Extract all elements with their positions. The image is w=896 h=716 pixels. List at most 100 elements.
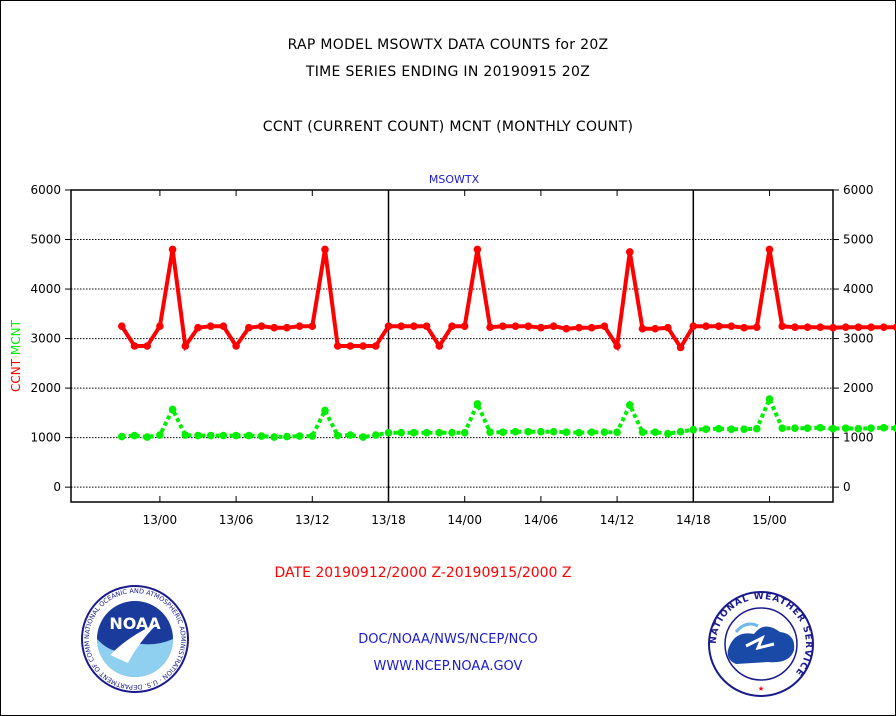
y-tick-label-right: 4000 bbox=[843, 282, 874, 296]
data-point-ccnt bbox=[130, 342, 139, 350]
data-point-mcnt bbox=[295, 432, 304, 440]
y-tick-label-left: 1000 bbox=[30, 431, 61, 445]
y-tick-label-right: 0 bbox=[843, 480, 851, 494]
data-point-ccnt bbox=[549, 322, 558, 331]
data-point-ccnt bbox=[562, 324, 571, 333]
data-point-mcnt bbox=[689, 425, 698, 434]
data-point-ccnt bbox=[740, 323, 748, 332]
noaa-logo-text: NOAA bbox=[109, 614, 161, 633]
y-tick-label-left: 4000 bbox=[30, 282, 61, 296]
data-point-mcnt bbox=[232, 431, 240, 440]
data-point-mcnt bbox=[587, 428, 596, 437]
data-point-mcnt bbox=[791, 424, 799, 433]
data-point-ccnt bbox=[791, 323, 799, 332]
data-point-mcnt bbox=[118, 432, 126, 441]
data-point-ccnt bbox=[194, 323, 202, 332]
chart-series bbox=[118, 245, 896, 441]
data-point-ccnt bbox=[829, 323, 837, 332]
data-point-mcnt bbox=[486, 428, 494, 437]
x-tick-label: 13/06 bbox=[219, 513, 254, 527]
data-point-mcnt bbox=[575, 428, 583, 437]
data-point-mcnt bbox=[283, 432, 291, 441]
y-axis-label-ccnt: CCNT bbox=[9, 355, 23, 392]
website-link[interactable]: WWW.NCEP.NOAA.GOV bbox=[373, 659, 523, 674]
data-point-ccnt bbox=[245, 323, 253, 332]
data-point-ccnt bbox=[575, 323, 583, 332]
data-point-mcnt bbox=[156, 431, 164, 439]
data-point-mcnt bbox=[778, 424, 786, 433]
data-point-mcnt bbox=[499, 428, 507, 437]
data-point-mcnt bbox=[384, 428, 393, 437]
y-tick-label-left: 2000 bbox=[30, 381, 61, 395]
data-point-ccnt bbox=[232, 342, 240, 350]
y-tick-label-left: 5000 bbox=[30, 233, 61, 247]
data-point-ccnt bbox=[803, 323, 812, 332]
data-point-ccnt bbox=[295, 322, 304, 331]
y-tick-label-right: 5000 bbox=[843, 233, 874, 247]
data-point-mcnt bbox=[435, 428, 444, 437]
data-point-mcnt bbox=[168, 405, 177, 414]
data-point-ccnt bbox=[206, 322, 215, 331]
y-tick-label-right: 6000 bbox=[843, 183, 874, 197]
data-point-mcnt bbox=[524, 427, 532, 436]
station-label: MSOWTX bbox=[429, 173, 480, 186]
data-point-mcnt bbox=[321, 406, 329, 415]
data-point-ccnt bbox=[854, 323, 863, 332]
data-point-ccnt bbox=[638, 324, 647, 333]
data-point-ccnt bbox=[168, 245, 177, 254]
data-point-mcnt bbox=[841, 424, 850, 433]
series-line-ccnt bbox=[120, 249, 896, 352]
data-point-mcnt bbox=[562, 428, 571, 437]
data-point-mcnt bbox=[867, 424, 875, 433]
data-point-mcnt bbox=[537, 427, 545, 436]
chart-labels: 0 0 1000 1000 2000 2000 3000 3000 4000 4000 5000 50… bbox=[9, 173, 874, 527]
data-point-mcnt bbox=[422, 428, 431, 437]
data-point-ccnt bbox=[308, 322, 317, 331]
data-point-mcnt bbox=[245, 431, 253, 440]
data-point-mcnt bbox=[651, 428, 659, 437]
data-point-mcnt bbox=[359, 433, 367, 441]
data-point-mcnt bbox=[473, 400, 482, 408]
data-point-ccnt bbox=[283, 323, 291, 332]
data-point-ccnt bbox=[410, 322, 418, 331]
data-point-ccnt bbox=[816, 323, 825, 332]
data-point-mcnt bbox=[626, 401, 634, 409]
data-point-mcnt bbox=[511, 427, 520, 436]
x-tick-label: 14/12 bbox=[600, 513, 635, 527]
chart-title-line1: RAP MODEL MSOWTX DATA COUNTS for 20Z bbox=[287, 37, 609, 53]
data-point-mcnt bbox=[702, 425, 710, 434]
data-point-mcnt bbox=[308, 432, 317, 440]
data-point-mcnt bbox=[714, 424, 723, 433]
data-point-mcnt bbox=[257, 432, 266, 440]
org-path-label: DOC/NOAA/NWS/NCEP/NCO bbox=[358, 632, 538, 647]
data-point-mcnt bbox=[753, 424, 761, 433]
data-point-mcnt bbox=[765, 395, 774, 403]
x-tick-label: 14/18 bbox=[676, 513, 711, 527]
data-point-ccnt bbox=[626, 248, 634, 256]
data-point-ccnt bbox=[841, 323, 850, 332]
data-point-ccnt bbox=[880, 323, 888, 332]
data-point-mcnt bbox=[613, 428, 621, 437]
data-point-ccnt bbox=[714, 322, 723, 331]
data-point-mcnt bbox=[333, 431, 342, 440]
data-point-ccnt bbox=[689, 322, 698, 331]
data-point-mcnt bbox=[410, 428, 418, 437]
data-point-mcnt bbox=[829, 424, 837, 433]
data-point-ccnt bbox=[778, 322, 786, 331]
noaa-logo: NOAA NATIONAL OCEANIC AND ATMOSPHERIC AD… bbox=[80, 585, 189, 693]
data-point-ccnt bbox=[727, 322, 736, 331]
data-point-mcnt bbox=[448, 428, 456, 437]
y-tick-label-left: 3000 bbox=[30, 332, 61, 346]
nws-logo: NATIONAL WEATHER SERVICE ★ bbox=[708, 591, 814, 697]
data-point-ccnt bbox=[333, 342, 342, 350]
data-point-mcnt bbox=[600, 428, 609, 437]
data-point-ccnt bbox=[156, 322, 164, 331]
x-tick-label: 13/18 bbox=[371, 513, 406, 527]
data-point-ccnt bbox=[219, 322, 228, 331]
data-point-mcnt bbox=[143, 433, 151, 441]
data-point-ccnt bbox=[321, 245, 329, 254]
data-point-mcnt bbox=[803, 424, 812, 433]
y-tick-label-left: 0 bbox=[53, 480, 61, 494]
data-point-ccnt bbox=[600, 322, 609, 331]
